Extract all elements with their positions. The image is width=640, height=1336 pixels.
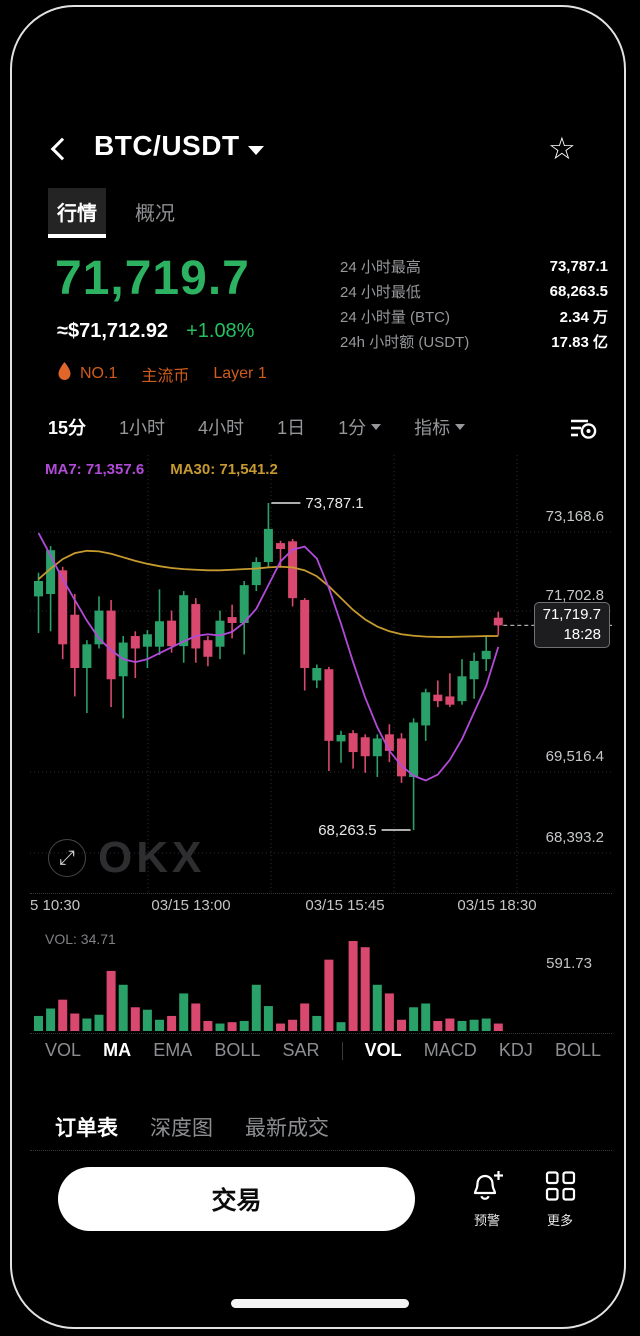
stat-value: 2.34 万 (559, 309, 608, 326)
chevron-left-icon (50, 137, 74, 161)
timeframe-15分[interactable]: 15分 (48, 414, 86, 440)
indicator-ema-2[interactable]: EMA (153, 1040, 193, 1060)
stat-row-0: 24 小时最高 73,787.1 (340, 254, 608, 279)
indicator-boll-8[interactable]: BOLL (554, 1040, 601, 1060)
divider (341, 1041, 343, 1060)
divider (30, 1033, 612, 1034)
candlestick-chart[interactable]: 73,787.1 68,263.5 (30, 455, 612, 895)
bottom-tab-1[interactable]: 深度图 (150, 1117, 213, 1140)
indicator-ma-1[interactable]: MA (103, 1040, 132, 1060)
stat-label: 24 小时量 (BTC) (340, 309, 451, 326)
more-button[interactable]: 更多 (538, 1170, 582, 1229)
ma7-line (37, 532, 500, 782)
time-axis-label-3: 03/15 18:30 (457, 897, 537, 914)
stat-label: 24 小时最低 (340, 284, 421, 301)
more-label: 更多 (546, 1213, 573, 1228)
caret-down-icon[interactable] (248, 146, 264, 155)
timeframe-label: 4小时 (198, 418, 245, 438)
ma30-line (37, 549, 499, 638)
fiat-price: ≈$71,712.92 (57, 320, 169, 342)
timeframe-1小时[interactable]: 1小时 (119, 414, 165, 440)
price-axis-label-2: 69,516.4 (545, 748, 604, 765)
indicator-macd-6[interactable]: MACD (423, 1040, 477, 1060)
timeframe-label: 1小时 (119, 418, 166, 438)
orderbook-tabs: 订单表 深度图 最新成交 (55, 1112, 329, 1142)
badge-row: NO.1 主流币 Layer 1 (57, 362, 267, 386)
divider (30, 893, 612, 894)
alert-label: 预警 (473, 1213, 500, 1228)
low-annotation: 68,263.5 (318, 822, 376, 839)
indicator-boll-3[interactable]: BOLL (214, 1040, 261, 1060)
indicator-kdj-7[interactable]: KDJ (498, 1040, 533, 1060)
tag-time: 18:28 (563, 626, 601, 644)
last-price-tag: 71,719.7 18:28 (533, 602, 610, 649)
expand-arrows-icon[interactable]: ⤢ (48, 839, 86, 877)
top-tab-1[interactable]: 概况 (135, 203, 175, 225)
home-indicator[interactable] (231, 1299, 409, 1308)
caret-down-icon (371, 424, 382, 430)
time-axis-label-2: 03/15 15:45 (305, 897, 385, 914)
price-axis-label-1: 71,702.8 (545, 587, 604, 604)
volume-axis-label: 591.73 (546, 955, 592, 972)
stat-label: 24 小时最高 (340, 259, 421, 276)
grid-icon (545, 1171, 576, 1206)
indicator-sar-4[interactable]: SAR (282, 1040, 320, 1060)
top-tab-0[interactable]: 行情 (48, 188, 106, 238)
timeframe-1分[interactable]: 1分 (338, 414, 382, 440)
stat-label: 24h 小时额 (USDT) (340, 334, 470, 351)
okx-watermark: ⤢ OKX (48, 833, 205, 883)
bottom-tab-2[interactable]: 最新成交 (245, 1117, 329, 1140)
price-change-pct: +1.08% (186, 320, 255, 342)
chart-settings-icon[interactable] (568, 416, 598, 447)
caret-down-icon (455, 424, 466, 430)
indicator-vol-0[interactable]: VOL (45, 1040, 82, 1060)
bell-plus-icon (470, 1171, 504, 1206)
stat-value: 17.83 亿 (551, 334, 608, 351)
volume-value-label: VOL: 34.71 (45, 931, 116, 947)
back-button[interactable] (48, 136, 74, 164)
tag-price: 71,719.7 (542, 606, 601, 624)
indicator-vol-5[interactable]: VOL (364, 1040, 402, 1060)
timeframe-指标[interactable]: 指标 (414, 414, 466, 440)
candles (34, 503, 503, 831)
time-axis-label-1: 03/15 13:00 (151, 897, 231, 914)
flame-icon (57, 362, 72, 386)
star-icon[interactable]: ☆ (548, 131, 576, 166)
badge-category[interactable]: 主流币 (141, 368, 190, 385)
okx-logo: OKX (98, 833, 206, 882)
last-price: 71,719.7 (55, 252, 250, 305)
stat-row-3: 24h 小时额 (USDT) 17.83 亿 (340, 329, 608, 354)
stat-row-1: 24 小时最低 68,263.5 (340, 279, 608, 304)
stats-24h: 24 小时最高 73,787.1 24 小时最低 68,263.5 24 小时量 (BT… (340, 254, 608, 354)
ma-legend: MA7: 71,357.6 MA30: 71,541.2 (45, 461, 278, 478)
alert-button[interactable]: 预警 (465, 1170, 509, 1229)
time-axis-label-0: 5 10:30 (30, 897, 81, 914)
price-axis-label-0: 73,168.6 (545, 508, 604, 525)
timeframe-1日[interactable]: 1日 (277, 414, 305, 440)
fiat-price-row: ≈$71,712.92 +1.08% (57, 320, 254, 343)
timeframe-label: 15分 (48, 418, 87, 438)
timeframe-label: 1分 (338, 418, 367, 438)
stat-value: 73,787.1 (549, 258, 608, 275)
bottom-tab-0[interactable]: 订单表 (55, 1117, 118, 1140)
indicator-bar: VOL MA EMA BOLL SAR VOL MACD KDJ BOLL (45, 1040, 601, 1061)
ma7-legend: MA7: 71,357.6 (45, 461, 145, 478)
price-axis-label-3: 68,393.2 (545, 829, 604, 846)
trade-button[interactable]: 交易 (58, 1167, 415, 1231)
divider (30, 1150, 612, 1151)
pair-title[interactable]: BTC/USDT (94, 130, 240, 161)
timeframe-bar: 15分 1小时 4小时 1日 1分 指标 (48, 414, 548, 440)
stat-value: 68,263.5 (549, 283, 608, 300)
ma30-legend: MA30: 71,541.2 (170, 461, 278, 478)
timeframe-label: 1日 (277, 418, 306, 438)
timeframe-label: 指标 (414, 418, 451, 438)
badge-rank[interactable]: NO.1 (80, 365, 118, 382)
volume-pane[interactable] (30, 928, 612, 1032)
timeframe-4小时[interactable]: 4小时 (198, 414, 244, 440)
stat-row-2: 24 小时量 (BTC) 2.34 万 (340, 304, 608, 329)
badge-layer[interactable]: Layer 1 (213, 365, 267, 382)
market-overview-tabs: 行情 概况 (48, 188, 184, 238)
high-annotation: 73,787.1 (305, 495, 363, 512)
